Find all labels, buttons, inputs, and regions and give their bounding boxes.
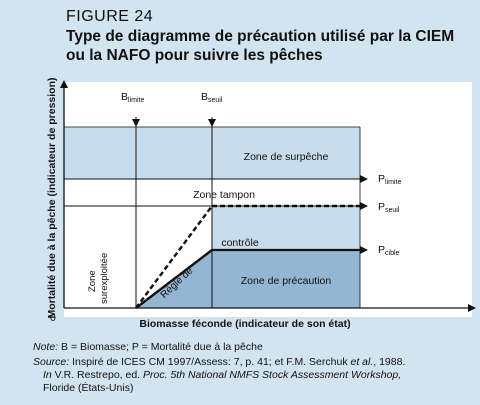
- b-limite-main: B: [121, 91, 128, 103]
- note-text: B = Biomasse; P = Mortalité due à la pêc…: [61, 341, 263, 353]
- source-editor: V.R. Restrepo, ed.: [51, 369, 144, 381]
- dashed-control-rule: [135, 205, 213, 309]
- note-label: Note:: [33, 341, 59, 353]
- zone-tampon-label: Zone tampon: [193, 189, 255, 201]
- source-line1-a: Inspiré de ICES CM 1997/Assess: 7, p. 41…: [72, 356, 351, 368]
- footnote: Note: B = Biomasse; P = Mortalité due à …: [33, 341, 473, 354]
- source-etal: et al.: [350, 356, 374, 368]
- source-line3: Floride (États-Unis): [43, 382, 134, 394]
- p-cible-arrow: [360, 246, 368, 254]
- origin-label: 0: [50, 312, 56, 324]
- p-cible-main: P: [378, 244, 385, 256]
- p-seuil-arrow: [360, 202, 368, 210]
- zone-precaution-label: Zone de précaution: [241, 275, 332, 287]
- source-line2: In V.R. Restrepo, ed. Proc. 5th National…: [33, 369, 473, 382]
- figure-label: FIGURE 24: [66, 8, 154, 25]
- b-seuil-label: Bseuil: [201, 91, 223, 104]
- figure-title: Type de diagramme de précaution utilisé …: [66, 28, 455, 64]
- zone-sous-exploitee-line2: surexploitée: [99, 253, 110, 304]
- zone-sous-exploitee-line1: Zone: [87, 270, 98, 292]
- solid-control-rule: [135, 249, 213, 309]
- y-axis-arrow: [60, 80, 68, 88]
- b-seuil-sub: seuil: [208, 97, 223, 104]
- source-line1-b: , 1988.: [373, 356, 406, 368]
- b-seuil-arrow: [208, 119, 216, 127]
- b-limite-arrow: [132, 119, 140, 127]
- p-seuil-label: Pseuil: [378, 201, 400, 214]
- source-in: In: [43, 369, 52, 381]
- p-limite-sub: limite: [385, 179, 401, 186]
- source-proceedings: Proc. 5th National NMFS Stock Assessment…: [143, 369, 402, 381]
- p-seuil-sub: seuil: [385, 207, 400, 214]
- p-limite-main: P: [378, 173, 385, 185]
- zone-surpeche-label: Zone de surpêche: [244, 151, 329, 163]
- x-axis-label: Biomasse féconde (indicateur de son état…: [139, 318, 350, 330]
- controle-label: contrôle: [221, 237, 259, 249]
- source-label: Source:: [33, 356, 70, 368]
- p-cible-label: Pcible: [378, 244, 400, 257]
- b-seuil-main: B: [201, 91, 208, 103]
- zone-precaution: [212, 250, 360, 308]
- b-limite-sub: limite: [128, 97, 144, 104]
- zone-tampon: [212, 206, 360, 250]
- p-limite-arrow: [360, 175, 368, 183]
- p-cible-sub: cible: [385, 250, 400, 257]
- x-axis-arrow: [468, 304, 476, 312]
- y-axis-label: Mortalité due à la pêche (indicateur de …: [46, 78, 58, 319]
- b-limite-label: Blimite: [121, 91, 144, 104]
- p-limite-label: Plimite: [378, 173, 401, 186]
- p-seuil-main: P: [378, 201, 385, 213]
- source: Source: Inspiré de ICES CM 1997/Assess: …: [33, 356, 473, 395]
